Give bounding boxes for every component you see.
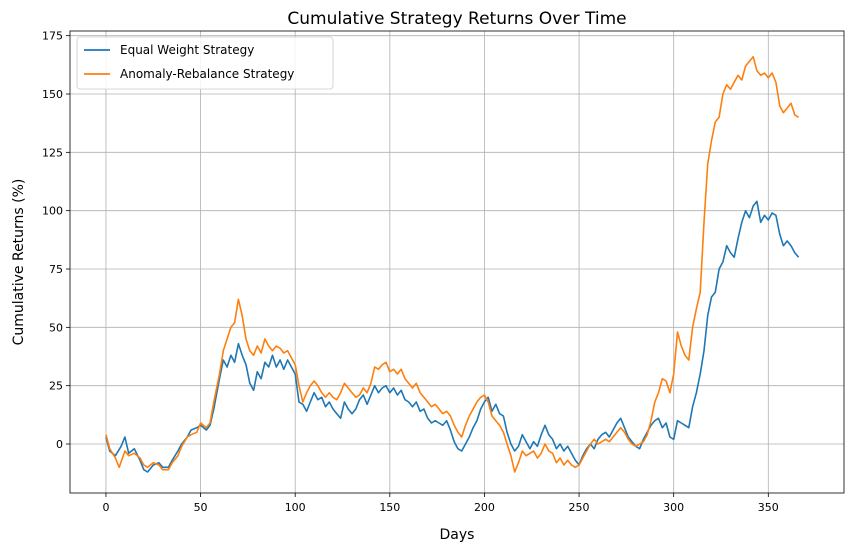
- chart-title: Cumulative Strategy Returns Over Time: [287, 9, 626, 29]
- y-tick-label: 175: [42, 30, 63, 43]
- y-tick-label: 75: [49, 263, 63, 276]
- x-tick-label: 350: [758, 501, 779, 514]
- y-tick-label: 50: [49, 321, 63, 334]
- y-axis-label: Cumulative Returns (%): [11, 179, 27, 346]
- x-tick-label: 250: [569, 501, 590, 514]
- x-tick-label: 100: [285, 501, 306, 514]
- legend-label-anomaly-rebalance: Anomaly-Rebalance Strategy: [120, 67, 294, 81]
- y-tick-label: 125: [42, 146, 63, 159]
- series-line-equal-weight-strategy: [105, 200, 800, 473]
- y-tick-label: 25: [49, 380, 63, 393]
- x-tick-label: 300: [663, 501, 684, 514]
- legend: Equal Weight Strategy Anomaly-Rebalance …: [76, 36, 334, 90]
- legend-box: [76, 36, 334, 90]
- grid: [70, 31, 844, 493]
- y-tick-label: 0: [56, 438, 63, 451]
- series-line-anomaly-rebalance-strategy: [105, 55, 800, 473]
- legend-label-equal-weight: Equal Weight Strategy: [120, 43, 254, 57]
- tick-labels: 0 50 100 150 200 250 300 350 0 25 50 75 100 125 150 175: [42, 30, 779, 514]
- x-axis-label: Days: [440, 527, 475, 543]
- x-tick-label: 50: [194, 501, 208, 514]
- y-tick-label: 150: [42, 88, 63, 101]
- plot-frame: [69, 30, 845, 494]
- y-tick-label: 100: [42, 205, 63, 218]
- x-tick-label: 200: [474, 501, 495, 514]
- series-layer: [105, 55, 800, 473]
- x-tick-label: 0: [102, 501, 109, 514]
- x-tick-label: 150: [379, 501, 400, 514]
